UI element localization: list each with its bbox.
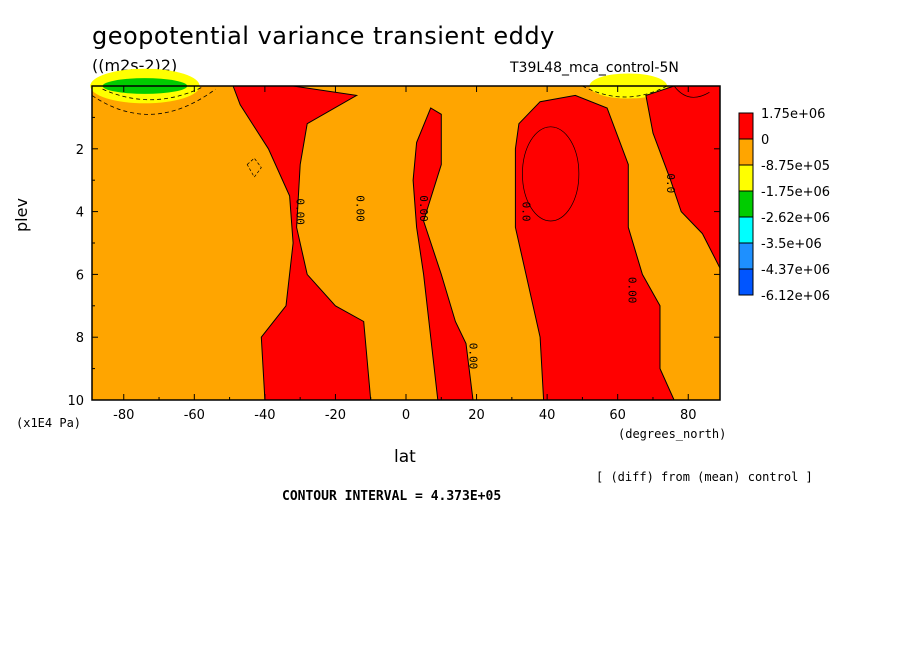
colorbar-swatch <box>738 190 754 218</box>
colorbar-label: -3.5e+06 <box>761 237 822 252</box>
colorbar-swatch <box>738 242 754 270</box>
chart-title: geopotential variance transient eddy <box>92 22 555 50</box>
y-tick-label: 4 <box>76 206 84 221</box>
y-tick-label: 10 <box>67 394 84 409</box>
x-tick-label: 40 <box>539 408 556 423</box>
dashed-contour-south <box>91 88 216 115</box>
x-axis-label: lat <box>394 447 416 467</box>
colorbar-label: -4.37e+06 <box>761 263 830 278</box>
x-tick-label: 60 <box>609 408 626 423</box>
thin-contour-north-pole <box>673 85 710 98</box>
y-tick-label: 6 <box>76 268 84 283</box>
y-tick-label: 8 <box>76 331 84 346</box>
contour-interval: CONTOUR INTERVAL = 4.373E+05 <box>282 489 502 504</box>
y-axis-unit: (x1E4 Pa) <box>16 416 82 430</box>
colorbar-label: 1.75e+06 <box>761 107 825 122</box>
contour-label: 0.00 <box>294 198 307 225</box>
colorbar-label: -8.75e+05 <box>761 159 830 174</box>
colorbar-label: -6.12e+06 <box>761 289 830 304</box>
x-tick-label: -40 <box>254 408 275 423</box>
x-tick-label: -60 <box>184 408 205 423</box>
contour-label: 0.00 <box>467 343 480 370</box>
colorbar-swatch <box>738 216 754 244</box>
diff-note: [ (diff) from (mean) control ] <box>596 470 813 484</box>
contour-label: 0.00 <box>354 195 367 222</box>
run-label: T39L48_mca_control-5N <box>510 60 679 76</box>
colorbar-swatch <box>738 268 754 296</box>
y-tick-label: 2 <box>76 143 84 158</box>
inner-contour-40N <box>522 126 580 222</box>
x-axis-unit: (degrees_north) <box>618 427 727 441</box>
contour-label: 0.0 <box>664 173 677 193</box>
colorbar-label: 0 <box>761 133 769 148</box>
contour-label: 0.0 <box>519 202 532 222</box>
contour-label: 0.00 <box>625 277 638 304</box>
x-tick-label: 0 <box>402 408 410 423</box>
colorbar-label: -2.62e+06 <box>761 211 830 226</box>
x-tick-label: 20 <box>468 408 485 423</box>
positive-region-band-40S-10S <box>232 85 372 401</box>
colorbar-label: -1.75e+06 <box>761 185 830 200</box>
dashed-contour-south-inner <box>102 87 202 101</box>
x-tick-label: -20 <box>325 408 346 423</box>
positive-region-band-0-20N <box>412 107 474 401</box>
colorbar-swatch <box>738 112 754 140</box>
colorbar-swatch <box>738 164 754 192</box>
dashed-contour-north <box>582 85 668 98</box>
inner-contour-45S <box>246 157 262 178</box>
x-tick-label: 80 <box>680 408 697 423</box>
contour-label: 0.00 <box>417 195 430 222</box>
x-tick-label: -80 <box>113 408 134 423</box>
colorbar-swatch <box>738 138 754 166</box>
positive-region-band-30N-75N <box>514 94 675 401</box>
